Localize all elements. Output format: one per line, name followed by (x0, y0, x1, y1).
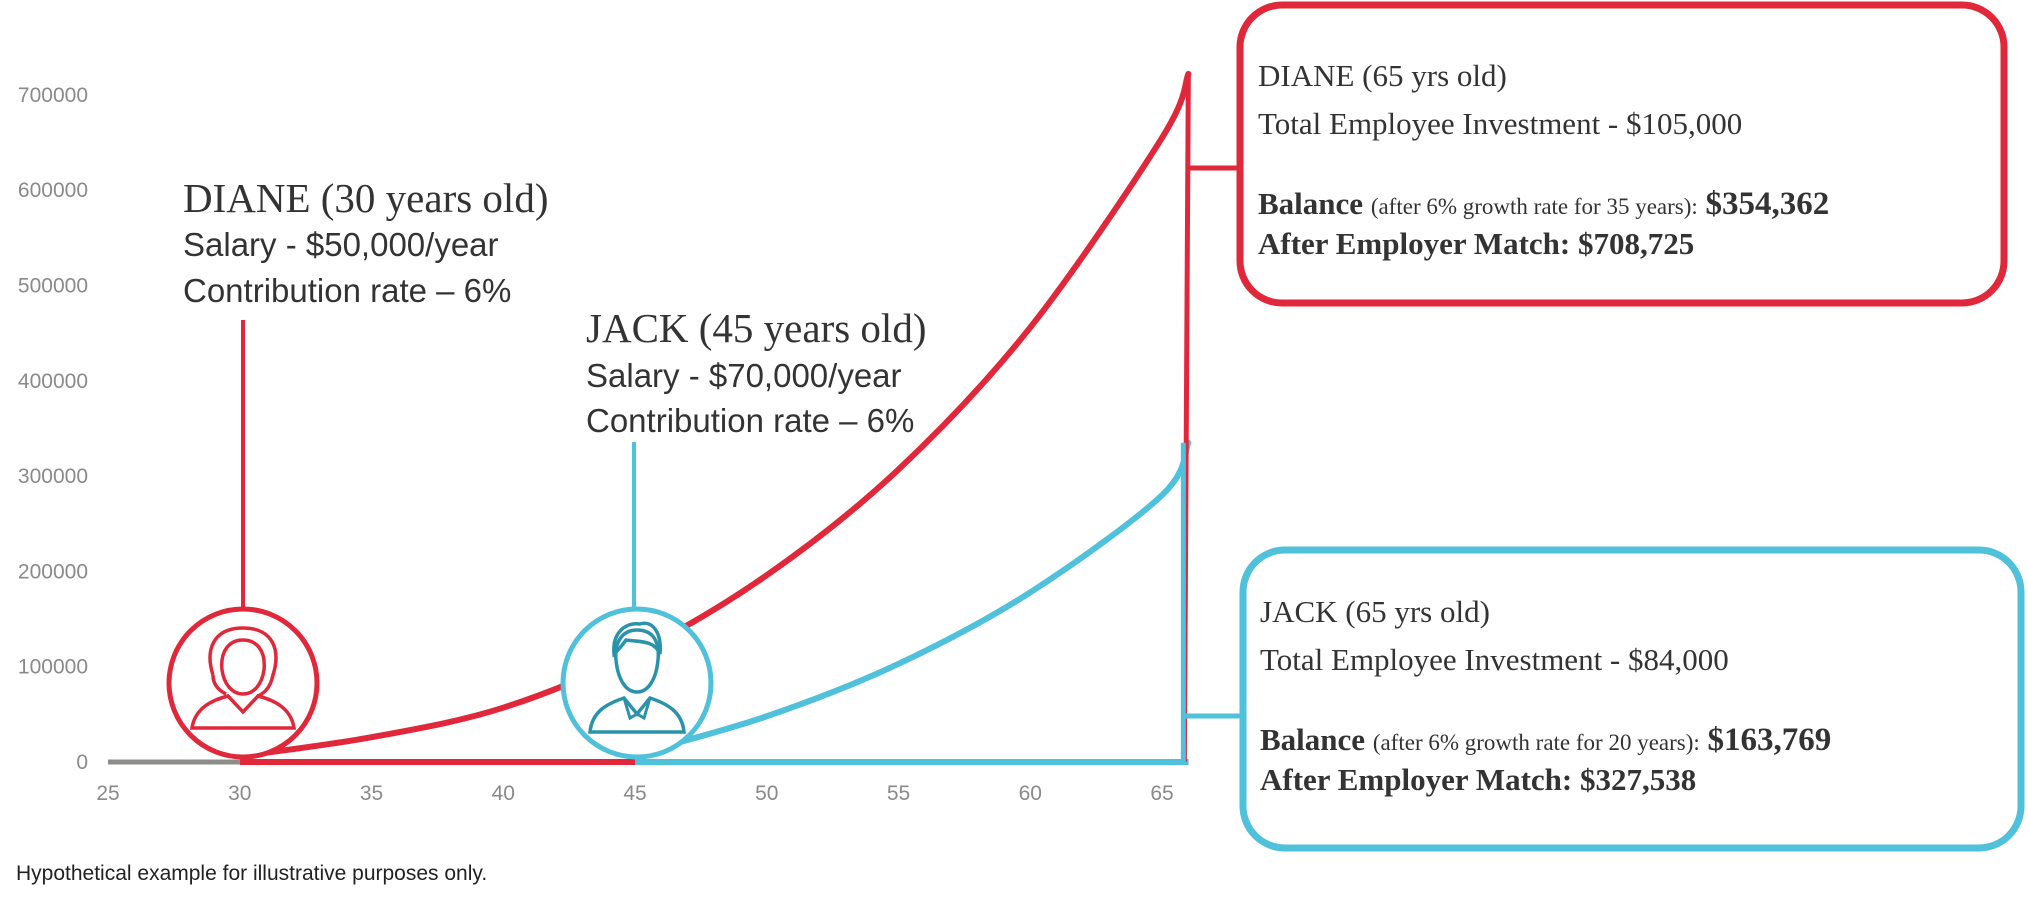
tick-labels: 25 30 35 40 45 50 55 60 65 0 100000 200000 300000 400… (18, 84, 1174, 805)
diane-balance-label: Balance (1258, 186, 1363, 221)
x-tick-label: 55 (887, 782, 910, 805)
jack-start-title: JACK (45 years old) (586, 305, 926, 351)
footnote: Hypothetical example for illustrative pu… (16, 862, 487, 885)
diane-result-balance: Balance (after 6% growth rate for 35 yea… (1258, 186, 1829, 222)
x-tick-label: 40 (492, 782, 515, 805)
diane-balance-note: (after 6% growth rate for 35 years): (1371, 194, 1698, 219)
x-tick-label: 50 (755, 782, 778, 805)
y-tick-label: 0 (76, 751, 88, 774)
diane-result-match: After Employer Match: $708,725 (1258, 226, 1694, 261)
y-tick-label: 500000 (18, 275, 88, 298)
diane-result-title: DIANE (65 yrs old) (1258, 58, 1507, 93)
x-tick-label: 25 (96, 782, 119, 805)
jack-start-contribution: Contribution rate – 6% (586, 402, 914, 439)
jack-result-balance: Balance (after 6% growth rate for 20 yea… (1260, 722, 1831, 758)
y-tick-label: 100000 (18, 656, 88, 679)
jack-balance-note: (after 6% growth rate for 20 years): (1373, 730, 1700, 755)
diane-start-salary: Salary - $50,000/year (183, 226, 499, 263)
female-avatar-icon (166, 606, 320, 760)
diane-result-investment: Total Employee Investment - $105,000 (1258, 106, 1742, 141)
x-tick-label: 45 (623, 782, 646, 805)
diane-balance-value: $354,362 (1706, 186, 1830, 222)
jack-result-box (1239, 546, 2025, 852)
x-tick-label: 35 (360, 782, 383, 805)
x-tick-label: 60 (1019, 782, 1042, 805)
y-tick-label: 300000 (18, 465, 88, 488)
x-tick-label: 65 (1150, 782, 1173, 805)
jack-balance-value: $163,769 (1708, 722, 1832, 758)
male-avatar-icon (560, 606, 714, 760)
diane-start-title: DIANE (30 years old) (183, 175, 548, 221)
x-tick-label: 30 (228, 782, 251, 805)
jack-start-salary: Salary - $70,000/year (586, 357, 902, 394)
jack-balance-label: Balance (1260, 722, 1365, 757)
series-line-diane (236, 70, 1192, 760)
jack-result-investment: Total Employee Investment - $84,000 (1260, 642, 1729, 677)
diane-result-box (1236, 1, 2008, 307)
y-tick-label: 200000 (18, 560, 88, 583)
diane-start-contribution: Contribution rate – 6% (183, 272, 511, 309)
jack-result-title: JACK (65 yrs old) (1260, 594, 1490, 629)
y-tick-label: 400000 (18, 370, 88, 393)
series-line-jack (632, 439, 1192, 758)
y-tick-label: 700000 (18, 84, 88, 107)
y-tick-label: 600000 (18, 179, 88, 202)
jack-result-match: After Employer Match: $327,538 (1260, 762, 1696, 797)
